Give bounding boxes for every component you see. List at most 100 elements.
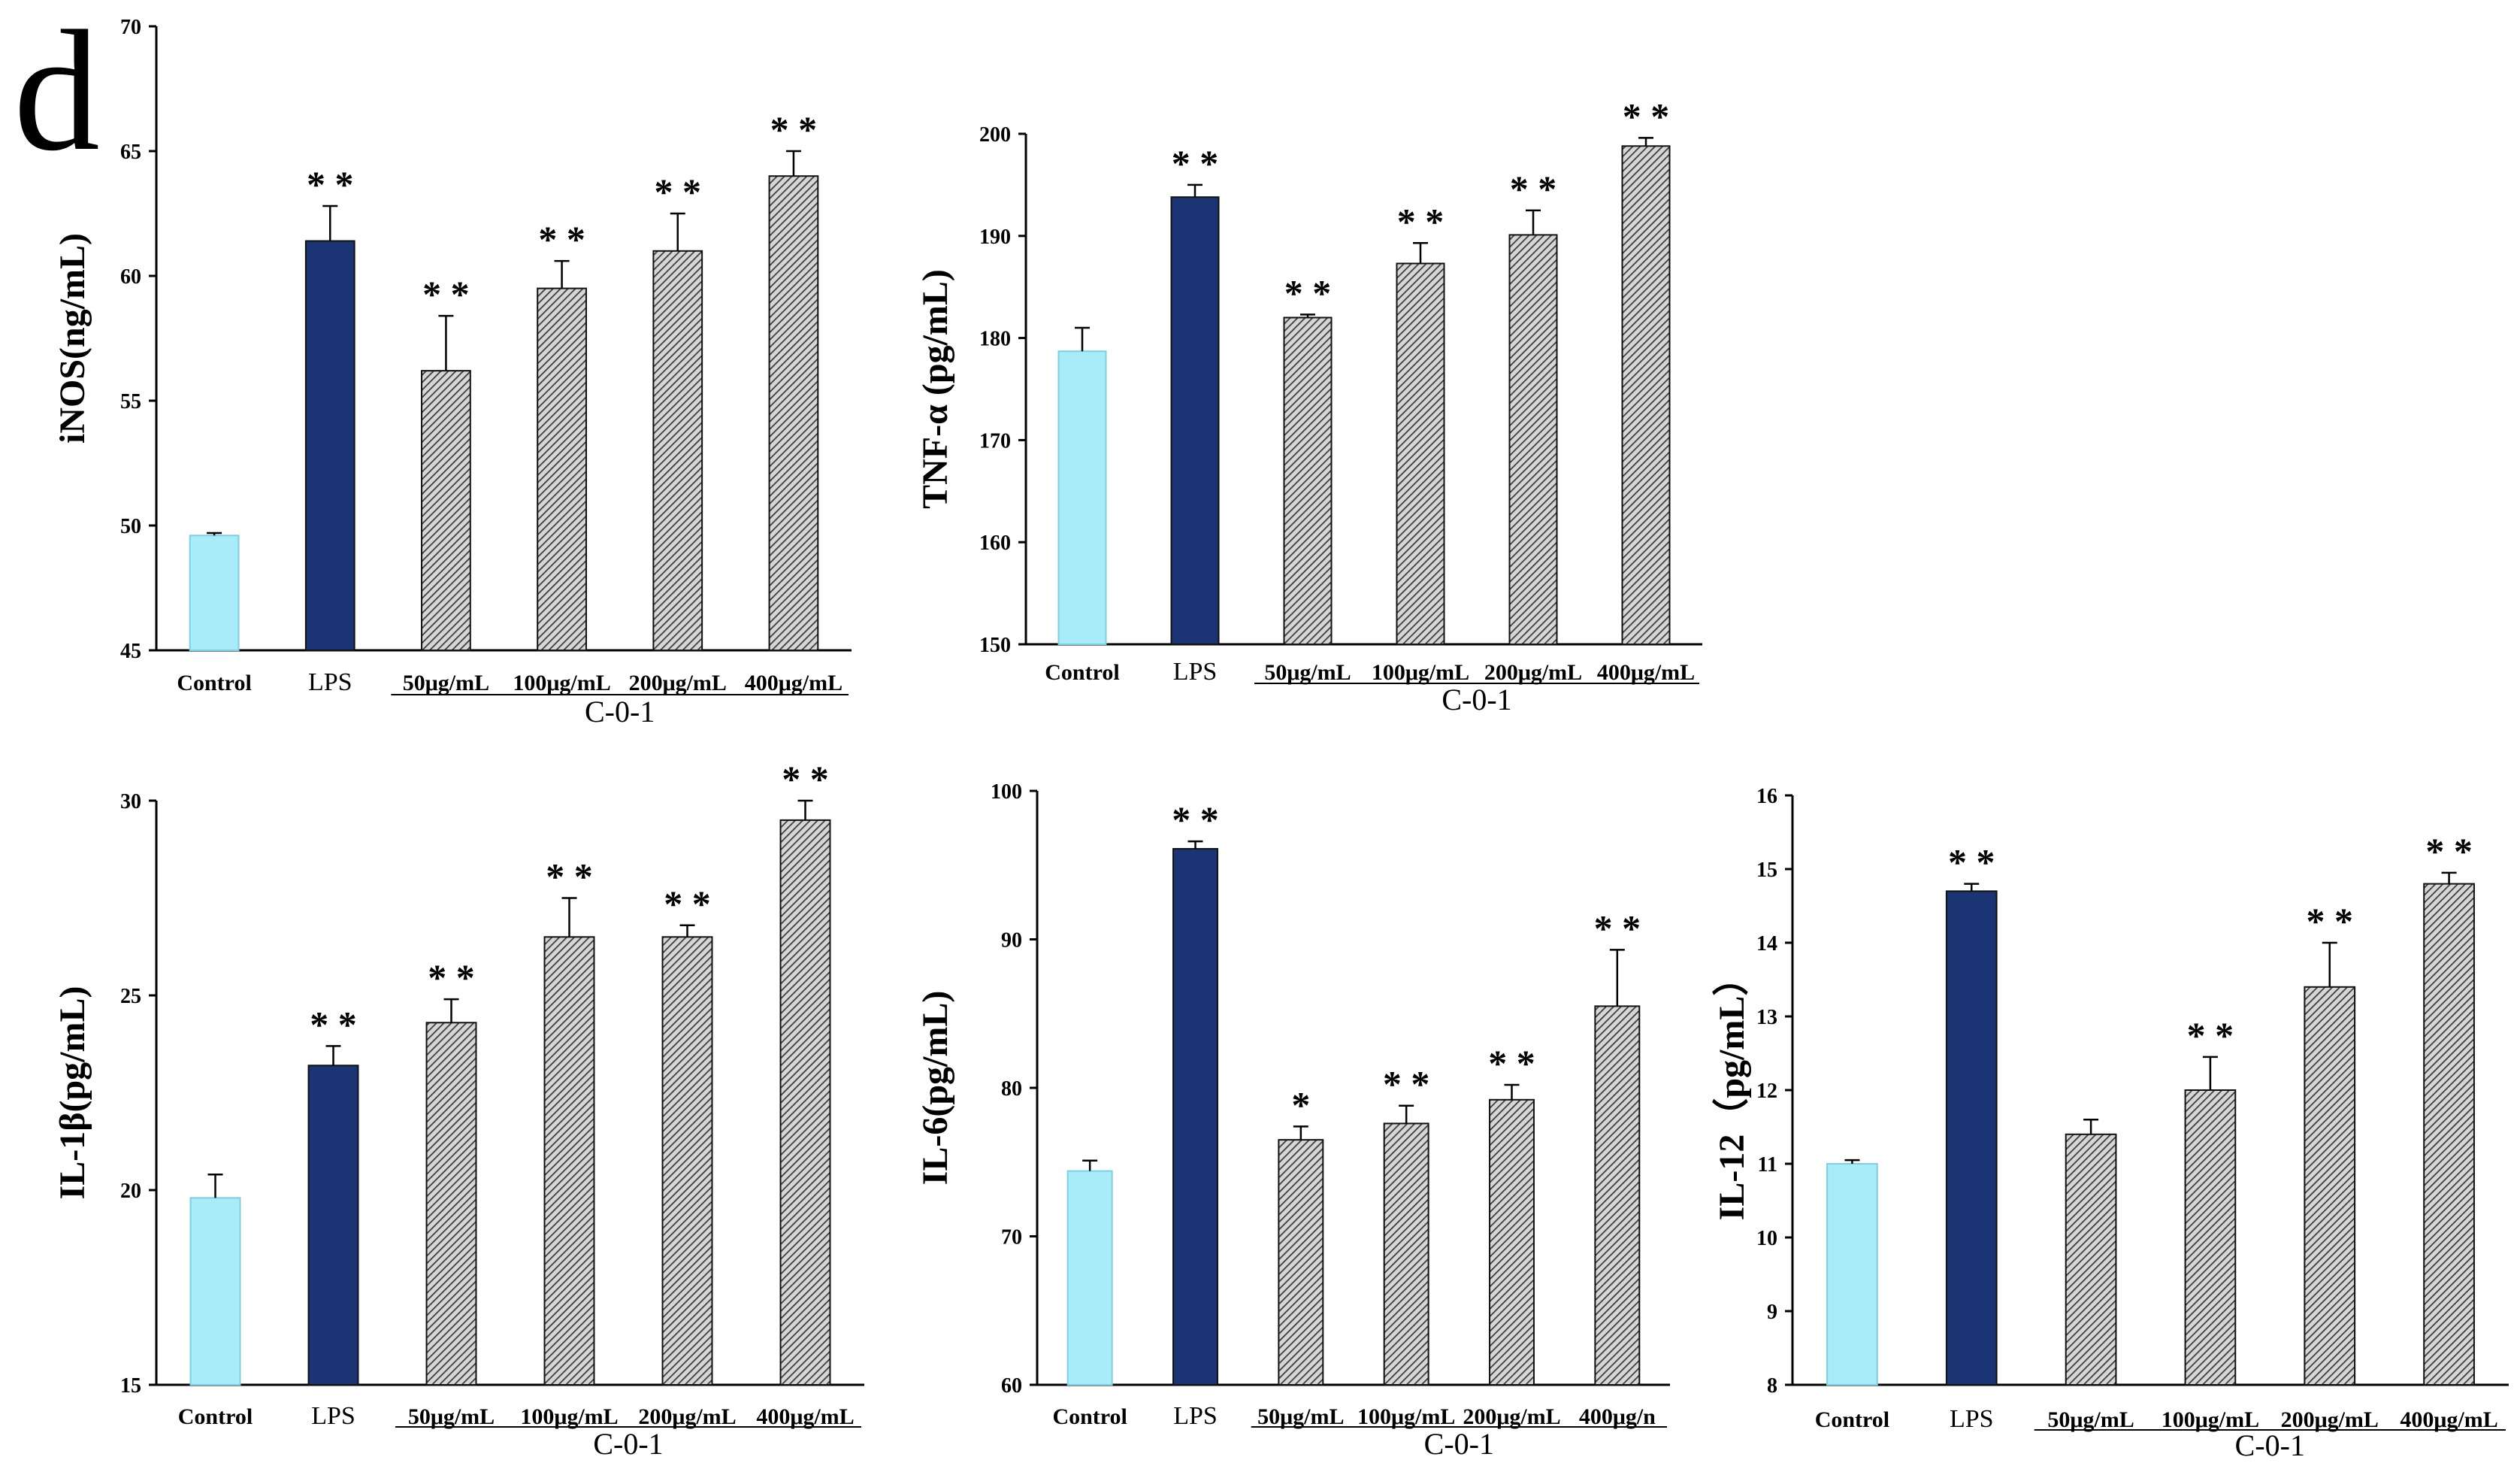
- panel-label: d: [14, 0, 100, 186]
- y-axis-label: IL-1β(pg/mL): [53, 986, 92, 1200]
- category-label: 50μg/mL: [408, 1404, 495, 1429]
- bar: [2065, 1133, 2117, 1386]
- category-label: 200μg/mL: [629, 671, 727, 695]
- y-tick-label: 50: [120, 515, 141, 538]
- bar: [1057, 350, 1107, 645]
- category-label: 400μg/mL: [2400, 1407, 2497, 1432]
- bar: [1508, 234, 1558, 645]
- category-label: LPS: [311, 1402, 355, 1430]
- y-tick-label: 30: [120, 790, 141, 813]
- category-label: LPS: [308, 668, 352, 696]
- significance-label: * *: [2425, 830, 2473, 872]
- group-label: C-0-1: [1442, 683, 1511, 716]
- y-tick-label: 100: [991, 780, 1022, 804]
- bar: [543, 936, 595, 1386]
- y-tick-label: 190: [979, 226, 1011, 249]
- category-label: 50μg/mL: [403, 671, 489, 695]
- bar: [2423, 883, 2475, 1386]
- y-tick-label: 65: [120, 141, 141, 164]
- significance-label: * *: [1488, 1042, 1535, 1084]
- significance-label: * *: [1397, 200, 1445, 242]
- bar: [1489, 1098, 1535, 1386]
- category-label: 100μg/mL: [1357, 1404, 1455, 1429]
- significance-label: * *: [1383, 1063, 1430, 1105]
- y-tick-label: 8: [1767, 1374, 1777, 1398]
- chart-inos: 45 50 55 60 65 70 iNOS(ng/mL) Control * * LPS * * 5…: [53, 16, 852, 728]
- y-axis-label: TNF-α (pg/mL): [915, 269, 955, 509]
- significance-label: * *: [655, 171, 702, 213]
- category-label: 400μg/mL: [1597, 660, 1695, 685]
- significance-label: * *: [1284, 271, 1332, 314]
- y-tick-label: 9: [1767, 1301, 1777, 1324]
- chart-il12: 8 9 10 11 12 13 14 15 16 IL-12（pg/mL） Control * * LP…: [1712, 785, 2509, 1462]
- chart-tnf: 150 160 170 180 190 200 TNF-α (pg/mL) Control * …: [915, 95, 1702, 716]
- significance-label: * *: [307, 163, 354, 205]
- chart-il1b: 15 20 25 30 IL-1β(pg/mL) Control * * LPS * * 50μg…: [53, 758, 864, 1461]
- significance-label: *: [1291, 1083, 1310, 1125]
- y-tick-label: 60: [1001, 1374, 1022, 1398]
- category-label: 200μg/mL: [2281, 1407, 2379, 1432]
- y-tick-label: 13: [1756, 1006, 1777, 1029]
- y-tick-label: 15: [1756, 859, 1777, 882]
- bar: [661, 936, 713, 1386]
- category-label: 50μg/mL: [1257, 1404, 1344, 1429]
- category-label: LPS: [1173, 1402, 1218, 1430]
- charts: 45 50 55 60 65 70 iNOS(ng/mL) Control * * LPS * * 5…: [53, 16, 2509, 1462]
- y-axis-label: IL-12（pg/mL）: [1712, 960, 1752, 1221]
- bar: [425, 1022, 477, 1386]
- significance-label: * *: [422, 273, 470, 315]
- bar: [537, 287, 587, 651]
- bar: [1396, 262, 1445, 645]
- category-label: Control: [178, 1404, 253, 1429]
- y-tick-label: 90: [1001, 929, 1022, 953]
- significance-label: * *: [310, 1003, 357, 1045]
- category-label: Control: [1052, 1404, 1127, 1429]
- significance-label: * *: [1172, 142, 1219, 184]
- significance-label: * *: [1594, 907, 1641, 949]
- y-tick-label: 10: [1756, 1227, 1777, 1250]
- significance-label: * *: [1623, 95, 1670, 137]
- y-tick-label: 14: [1756, 932, 1777, 956]
- y-tick-label: 80: [1001, 1077, 1022, 1101]
- category-label: Control: [1045, 660, 1119, 685]
- category-label: 400μg/mL: [756, 1404, 854, 1429]
- y-tick-label: 160: [979, 532, 1011, 555]
- category-label: 100μg/mL: [1372, 660, 1469, 685]
- significance-label: * *: [770, 108, 818, 150]
- bar: [1621, 145, 1671, 645]
- significance-label: * *: [1948, 841, 1995, 883]
- y-tick-label: 15: [120, 1374, 141, 1398]
- y-tick-label: 70: [1001, 1226, 1022, 1249]
- category-label: 400μg/n: [1579, 1404, 1656, 1429]
- category-label: Control: [177, 671, 251, 695]
- category-label: 100μg/mL: [513, 671, 610, 695]
- bar: [1826, 1163, 1878, 1386]
- category-label: LPS: [1173, 658, 1218, 686]
- category-label: 100μg/mL: [2162, 1407, 2259, 1432]
- y-tick-label: 25: [120, 985, 141, 1008]
- significance-label: * *: [428, 956, 475, 998]
- bar: [307, 1065, 359, 1386]
- y-tick-label: 70: [120, 16, 141, 39]
- bar: [304, 240, 355, 651]
- y-tick-label: 11: [1758, 1153, 1777, 1177]
- category-label: 200μg/mL: [1463, 1404, 1560, 1429]
- significance-label: * *: [546, 856, 593, 898]
- significance-label: * *: [782, 758, 829, 800]
- category-label: 200μg/mL: [638, 1404, 736, 1429]
- bar: [1283, 317, 1333, 645]
- bar: [779, 819, 831, 1386]
- bar: [768, 175, 819, 651]
- bar: [1945, 890, 1998, 1386]
- group-label: C-0-1: [1424, 1427, 1494, 1461]
- group-label: C-0-1: [585, 695, 655, 728]
- bar: [1278, 1139, 1324, 1386]
- bar: [2184, 1089, 2237, 1386]
- significance-label: * *: [1172, 798, 1219, 841]
- category-label: LPS: [1950, 1405, 1994, 1433]
- category-label: 200μg/mL: [1484, 660, 1582, 685]
- significance-label: * *: [2187, 1014, 2234, 1056]
- bar: [189, 535, 240, 652]
- y-tick-label: 60: [120, 265, 141, 289]
- y-tick-label: 16: [1756, 785, 1777, 808]
